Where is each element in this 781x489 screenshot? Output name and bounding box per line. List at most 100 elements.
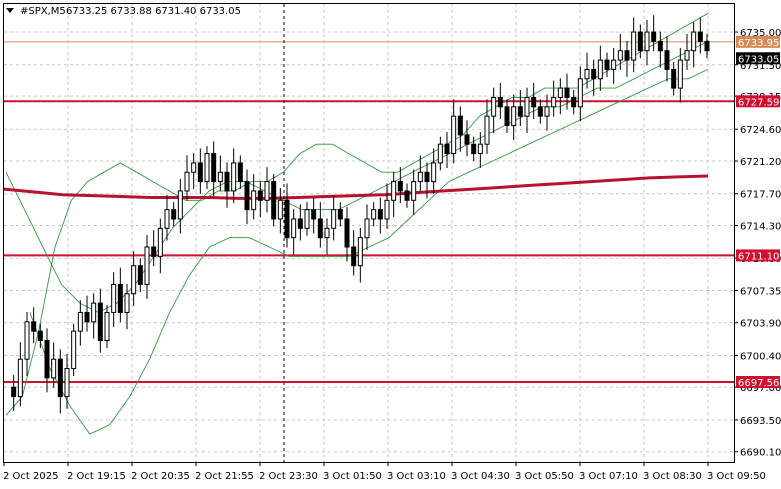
y-tick-label: 6707.35	[740, 286, 781, 297]
support-resistance-levels	[4, 41, 734, 383]
candle-body	[497, 96, 503, 108]
candle-body	[344, 218, 350, 248]
candle-body	[304, 209, 310, 229]
candle-body	[124, 293, 130, 313]
candle-body	[637, 31, 643, 52]
candle-body	[664, 50, 670, 70]
candle-body	[351, 246, 357, 267]
candle-body	[397, 181, 403, 192]
ohlc-readout: 6733.25 6733.88 6731.40 6733.05	[66, 6, 241, 17]
candle-body	[251, 190, 257, 211]
candle-body	[144, 246, 150, 285]
candle-body	[131, 265, 137, 295]
x-tick-label: 2 Oct 21:55	[195, 471, 254, 482]
triangle-down-icon[interactable]	[6, 8, 14, 13]
candle-body	[91, 302, 97, 323]
candle-body	[204, 153, 210, 183]
candle-body	[471, 143, 477, 155]
level-tag-label: 6733.95	[738, 38, 779, 49]
candle-body	[491, 96, 497, 117]
candle-body	[551, 96, 557, 108]
candle-body	[317, 218, 323, 239]
candle-body	[384, 199, 390, 220]
candle-body	[217, 171, 223, 183]
bollinger-bands	[5, 12, 709, 435]
candle-body	[537, 106, 543, 117]
level-tag-label: 6711.10	[738, 251, 779, 262]
candle-body	[257, 190, 263, 201]
x-tick-label: 2 Oct 2025	[3, 471, 58, 482]
y-tick-label: 6693.50	[740, 416, 781, 427]
candle-body	[104, 311, 110, 341]
candle-body	[224, 171, 230, 192]
y-tick-label: 6724.60	[740, 125, 781, 136]
candle-body	[331, 209, 337, 229]
candle-body	[264, 181, 270, 201]
candle-body	[577, 78, 583, 108]
candle-body	[437, 143, 443, 164]
x-tick-label: 3 Oct 01:50	[323, 471, 382, 482]
candle-body	[11, 386, 17, 398]
current-price-label: 6733.05	[738, 54, 779, 65]
candle-body	[617, 50, 623, 61]
moving-average	[3, 174, 709, 200]
candle-body	[324, 227, 330, 239]
candle-body	[77, 311, 83, 332]
candle-body	[237, 162, 243, 183]
candle-body	[684, 50, 690, 61]
candle-body	[571, 96, 577, 108]
candle-body	[511, 106, 517, 127]
y-tick-label: 6703.90	[740, 319, 781, 330]
candle-body	[557, 87, 563, 98]
candle-body	[484, 115, 490, 145]
candle-body	[604, 59, 610, 70]
candle-body	[31, 321, 37, 332]
candle-body	[24, 321, 30, 360]
candle-body	[424, 171, 430, 183]
y-tick-label: 6721.20	[740, 157, 781, 168]
time-axis: 2 Oct 2025 2 Oct 19:15 2 Oct 20:35 2 Oct 21…	[3, 462, 766, 482]
candle-body	[524, 96, 530, 117]
x-tick-label: 3 Oct 08:30	[643, 471, 702, 482]
candle-body	[611, 59, 617, 70]
candle-body	[451, 115, 457, 155]
candle-body	[277, 199, 283, 220]
x-tick-label: 3 Oct 09:50	[707, 471, 766, 482]
level-tag	[736, 95, 780, 108]
candle-body	[297, 218, 303, 229]
candle-body	[464, 134, 470, 145]
candle-body	[57, 358, 63, 398]
moving-average-line	[3, 174, 709, 200]
level-tag	[736, 35, 780, 48]
candle-body	[84, 311, 90, 323]
candle-body	[377, 209, 383, 220]
candle-body	[697, 31, 703, 42]
candle-body	[244, 181, 250, 211]
candle-body	[184, 171, 190, 192]
y-tick-label: 6690.10	[740, 448, 781, 459]
candle-body	[271, 181, 277, 220]
candle-body	[71, 330, 77, 370]
price-tags: 6733.95 6727.59 6711.10 6697.56 6733.05	[736, 35, 780, 389]
candle-body	[457, 115, 463, 136]
candle-body	[171, 209, 177, 220]
candle-body	[591, 68, 597, 80]
candle-body	[164, 209, 170, 229]
candle-body	[671, 68, 677, 89]
price-axis: 6735.006731.506728.156724.606721.206717.…	[734, 28, 781, 459]
candle-body	[191, 162, 197, 173]
level-tag	[736, 249, 780, 262]
bollinger-upper-line	[5, 12, 709, 416]
candle-body	[624, 50, 630, 61]
candle-body	[631, 31, 637, 61]
x-tick-label: 2 Oct 19:15	[67, 471, 126, 482]
candle-body	[231, 162, 237, 192]
level-tag-label: 6727.59	[738, 97, 779, 108]
x-tick-label: 3 Oct 03:10	[387, 471, 446, 482]
y-tick-label: 6700.40	[740, 351, 781, 362]
candle-body	[364, 218, 370, 239]
x-tick-label: 2 Oct 23:30	[259, 471, 318, 482]
y-tick-label: 6714.30	[740, 222, 781, 233]
candle-body	[431, 162, 437, 183]
